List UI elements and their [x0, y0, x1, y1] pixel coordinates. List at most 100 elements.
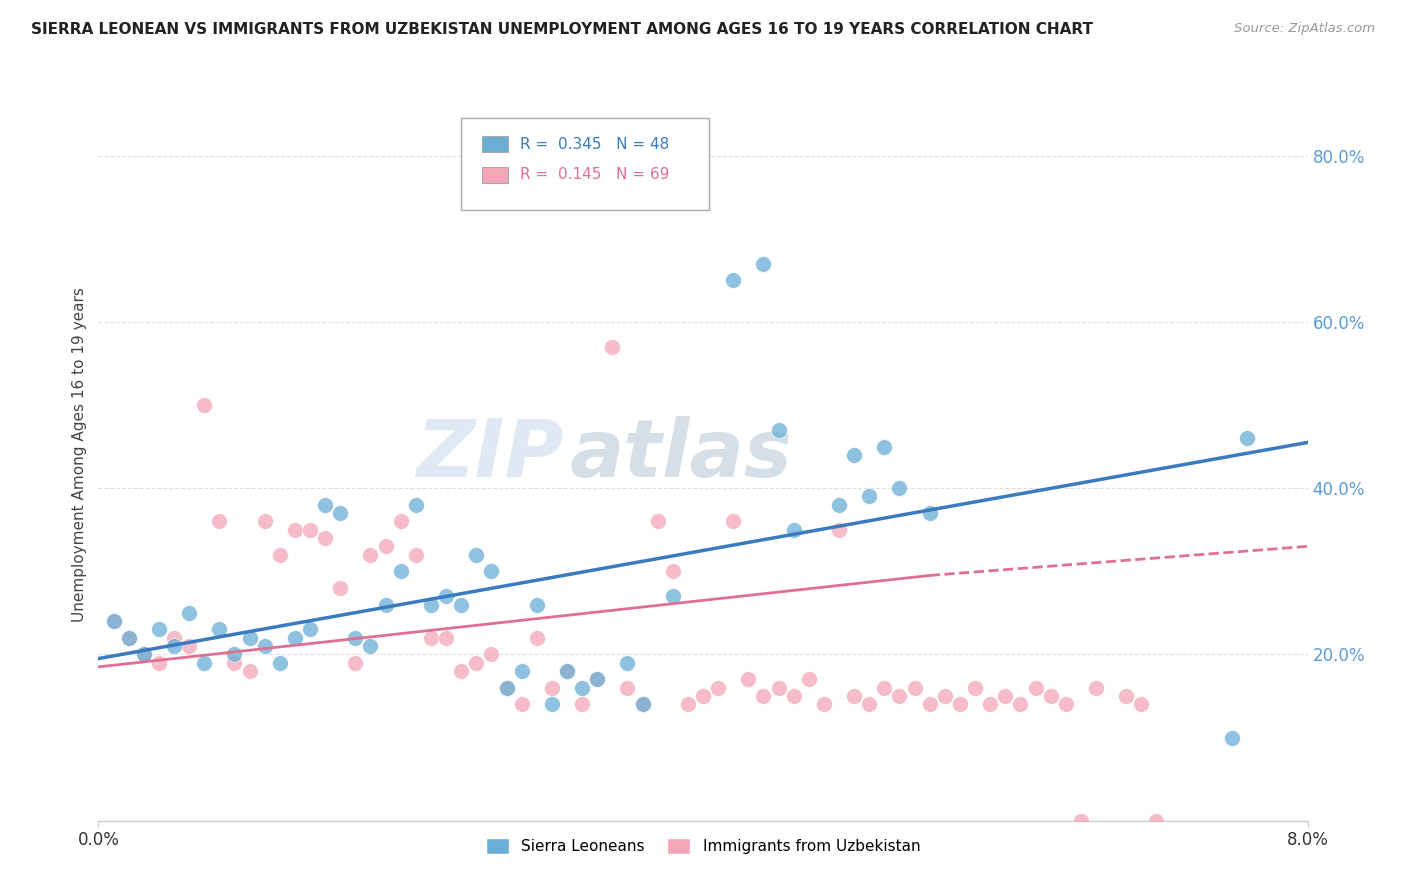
Point	[314, 531, 336, 545]
Bar	[482, 167, 509, 183]
Point	[555, 664, 578, 678]
Point	[586, 673, 609, 687]
Point	[481, 564, 503, 578]
Point	[571, 698, 593, 712]
Point	[420, 598, 443, 612]
Point	[193, 398, 215, 412]
Point	[723, 273, 745, 287]
Point	[1054, 698, 1077, 712]
Point	[813, 698, 835, 712]
Point	[148, 623, 170, 637]
Point	[374, 598, 396, 612]
Point	[1220, 731, 1243, 745]
Point	[844, 448, 866, 462]
Point	[723, 515, 745, 529]
Point	[510, 698, 533, 712]
Point	[208, 623, 231, 637]
Point	[465, 656, 488, 670]
Point	[752, 689, 775, 703]
Point	[661, 564, 683, 578]
Point	[269, 548, 291, 562]
Point	[269, 656, 291, 670]
Point	[163, 639, 186, 653]
Point	[495, 681, 517, 695]
Point	[918, 506, 941, 520]
Point	[965, 681, 987, 695]
Point	[374, 539, 396, 553]
Point	[858, 490, 880, 504]
Point	[389, 564, 412, 578]
Point	[360, 548, 382, 562]
Point	[768, 423, 790, 437]
Point	[163, 631, 186, 645]
Point	[768, 681, 790, 695]
Point	[828, 523, 851, 537]
Point	[118, 631, 141, 645]
Text: R =  0.345   N = 48: R = 0.345 N = 48	[520, 136, 669, 152]
Point	[873, 440, 896, 454]
Point	[495, 681, 517, 695]
Point	[360, 639, 382, 653]
Point	[450, 598, 472, 612]
Point	[253, 515, 276, 529]
Point	[284, 523, 307, 537]
Point	[208, 515, 231, 529]
Point	[193, 656, 215, 670]
Point	[555, 664, 578, 678]
Point	[707, 681, 730, 695]
Point	[526, 598, 548, 612]
Point	[420, 631, 443, 645]
Point	[1236, 431, 1258, 445]
Point	[783, 523, 806, 537]
Point	[540, 698, 562, 712]
Point	[752, 257, 775, 271]
Point	[284, 631, 307, 645]
Point	[571, 681, 593, 695]
Point	[586, 673, 609, 687]
Point	[329, 581, 352, 595]
Point	[239, 664, 262, 678]
Point	[405, 548, 427, 562]
Text: R =  0.145   N = 69: R = 0.145 N = 69	[520, 168, 669, 182]
Point	[631, 698, 654, 712]
Point	[783, 689, 806, 703]
Point	[602, 340, 624, 354]
Point	[299, 523, 322, 537]
Point	[1146, 814, 1168, 828]
Point	[889, 481, 911, 495]
Point	[465, 548, 488, 562]
Point	[797, 673, 820, 687]
Text: atlas: atlas	[569, 416, 793, 494]
Bar	[482, 136, 509, 153]
Point	[299, 623, 322, 637]
Point	[481, 648, 503, 662]
Point	[661, 589, 683, 603]
Text: SIERRA LEONEAN VS IMMIGRANTS FROM UZBEKISTAN UNEMPLOYMENT AMONG AGES 16 TO 19 YE: SIERRA LEONEAN VS IMMIGRANTS FROM UZBEKI…	[31, 22, 1092, 37]
Point	[737, 673, 759, 687]
Point	[631, 698, 654, 712]
Point	[994, 689, 1017, 703]
Point	[918, 698, 941, 712]
Point	[616, 656, 638, 670]
Point	[148, 656, 170, 670]
Text: Source: ZipAtlas.com: Source: ZipAtlas.com	[1234, 22, 1375, 36]
Point	[510, 664, 533, 678]
Point	[179, 606, 201, 620]
Point	[647, 515, 669, 529]
Point	[889, 689, 911, 703]
Point	[1010, 698, 1032, 712]
Y-axis label: Unemployment Among Ages 16 to 19 years: Unemployment Among Ages 16 to 19 years	[72, 287, 87, 623]
Point	[405, 498, 427, 512]
Point	[389, 515, 412, 529]
Point	[179, 639, 201, 653]
Point	[434, 589, 457, 603]
Point	[450, 664, 472, 678]
Point	[949, 698, 972, 712]
Point	[934, 689, 956, 703]
Point	[103, 614, 125, 628]
Point	[1070, 814, 1092, 828]
Point	[844, 689, 866, 703]
Point	[329, 506, 352, 520]
Point	[828, 498, 851, 512]
Point	[118, 631, 141, 645]
